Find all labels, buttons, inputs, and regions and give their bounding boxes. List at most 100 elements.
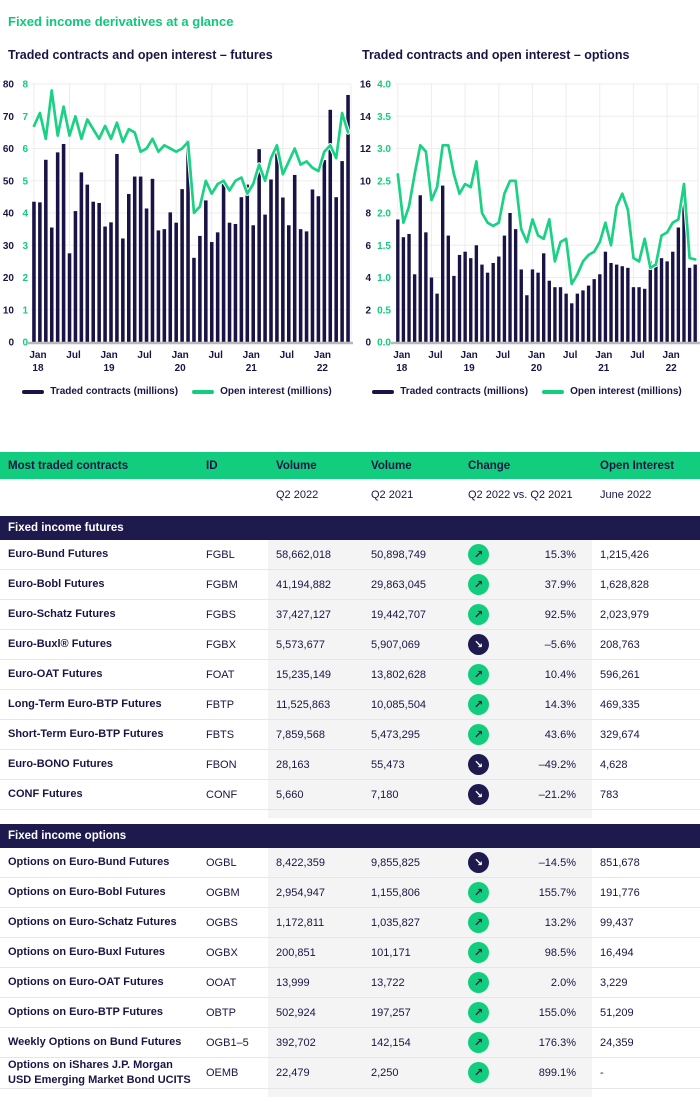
table-row: Options on Euro-Buxl Futures OGBX 200,851 1… xyxy=(0,938,700,968)
traded-contracts-bar xyxy=(162,229,167,342)
contract-id: FGBX xyxy=(206,638,236,651)
contract-id: OGBX xyxy=(206,946,238,959)
traded-contracts-bar xyxy=(227,222,232,342)
change-percent: 92.5% xyxy=(544,608,576,621)
x-tick-label: Jan xyxy=(100,350,117,361)
traded-contracts-bar xyxy=(581,290,585,342)
volume-q2-2021: 142,154 xyxy=(371,1036,411,1049)
change-percent: –14.5% xyxy=(538,856,576,869)
charts-row: Traded contracts and open interest – fut… xyxy=(0,48,700,397)
table-row: Options on Euro-Bobl Futures OGBM 2,954,94… xyxy=(0,878,700,908)
volume-q2-2021: 9,855,825 xyxy=(371,856,420,869)
left-axis-label: 16 xyxy=(360,80,372,91)
volume-q2-2021: 7,180 xyxy=(371,788,399,801)
change-percent: 98.5% xyxy=(544,946,576,959)
column-shade xyxy=(268,540,592,818)
contract-id: OEMB xyxy=(206,1066,239,1079)
arrow-up-icon: ↗ xyxy=(468,574,489,595)
right-axis-label: 0 xyxy=(22,338,28,349)
table-row: Options on Euro-OAT Futures OOAT 13,999 13,… xyxy=(0,968,700,998)
table-row: Euro-Bobl Futures FGBM 41,194,882 29,863,04… xyxy=(0,570,700,600)
traded-contracts-bar xyxy=(121,238,125,342)
open-interest-value: 208,763 xyxy=(600,638,640,651)
traded-contracts-bar xyxy=(665,261,669,342)
futures-chart-title: Traded contracts and open interest – fut… xyxy=(8,48,273,62)
volume-q2-2022: 1,172,811 xyxy=(276,916,325,929)
traded-contracts-bar xyxy=(693,264,697,342)
traded-contracts-bar xyxy=(547,280,551,342)
arrow-up-icon: ↗ xyxy=(468,912,489,933)
traded-contracts-bar xyxy=(209,242,214,342)
traded-contracts-bar xyxy=(328,109,333,342)
contract-id: FBTP xyxy=(206,698,235,711)
traded-contracts-bar xyxy=(396,219,400,342)
open-interest-value: 24,359 xyxy=(600,1036,634,1049)
change-cell: ↗ 899.1% xyxy=(460,1062,592,1084)
x-tick-label: Jan xyxy=(172,350,189,361)
table-row: Long-Term Euro-BTP Futures FBTP 11,525,863… xyxy=(0,690,700,720)
arrow-up-icon: ↗ xyxy=(468,724,489,745)
contract-id: OGBL xyxy=(206,856,237,869)
contract-name: Options on Euro-Buxl Futures xyxy=(8,946,166,959)
x-tick-label: Jul xyxy=(280,350,295,361)
x-tick-label: Jan xyxy=(314,350,331,361)
traded-contracts-bar xyxy=(457,254,462,342)
right-axis-label: 5 xyxy=(22,176,28,187)
legend-label: Open interest (millions) xyxy=(220,386,332,397)
change-percent: –49.2% xyxy=(538,758,576,771)
section-rows: Euro-Bund Futures FGBL 58,662,018 50,898,74… xyxy=(0,540,700,818)
right-axis-label: 0.0 xyxy=(377,338,391,349)
right-axis-label: 4.0 xyxy=(377,80,391,91)
contract-name: Euro-Buxl® Futures xyxy=(8,638,113,651)
traded-contracts-bar xyxy=(575,293,580,342)
contract-name: Weekly Options on Bund Futures xyxy=(8,1036,182,1049)
traded-contracts-bar xyxy=(620,266,624,342)
volume-q2-2021: 2,250 xyxy=(371,1066,399,1079)
traded-contracts-bar xyxy=(340,161,344,342)
traded-contracts-bar xyxy=(292,174,297,342)
subheader-q2-2022: Q2 2022 xyxy=(276,488,319,501)
header-volume-q2-2022: Volume xyxy=(276,459,317,472)
right-axis-label: 3.5 xyxy=(377,112,391,123)
left-axis-label: 40 xyxy=(3,209,15,220)
legend-label: Traded contracts (millions) xyxy=(50,386,179,397)
volume-q2-2022: 8,422,359 xyxy=(276,856,325,869)
traded-contracts-bar xyxy=(525,295,529,342)
contract-name: Options on Euro-Bobl Futures xyxy=(8,886,166,899)
table-sections: Fixed income futures Euro-Bund Futures FGB… xyxy=(0,516,700,1097)
traded-contracts-bar xyxy=(513,229,518,342)
volume-q2-2021: 101,171 xyxy=(371,946,411,959)
arrow-up-icon: ↗ xyxy=(468,604,489,625)
section-band-fixed-income-futures: Fixed income futures xyxy=(0,516,700,540)
open-interest-swatch xyxy=(192,389,215,394)
contract-name: Options on Euro-Bund Futures xyxy=(8,856,170,869)
table-row: Weekly Options on Bund Futures OGB1–5 392,… xyxy=(0,1028,700,1058)
header-most-traded-contracts: Most traded contracts xyxy=(8,459,129,472)
volume-q2-2022: 2,954,947 xyxy=(276,886,325,899)
options-chart-block: Traded contracts and open interest – opt… xyxy=(354,48,700,397)
change-percent: 10.4% xyxy=(544,668,576,681)
change-cell: ↘ –14.5% xyxy=(460,852,592,873)
traded-contracts-bar xyxy=(322,160,327,342)
change-cell: ↗ 92.5% xyxy=(460,604,592,625)
x-tick-label: Jul xyxy=(66,350,81,361)
x-tick-label: Jan xyxy=(29,350,46,361)
volume-q2-2022: 15,235,149 xyxy=(276,668,332,681)
traded-contracts-bar xyxy=(654,264,658,342)
traded-contracts-bar xyxy=(530,269,535,342)
open-interest-value: 851,678 xyxy=(600,856,640,869)
volume-q2-2021: 5,473,295 xyxy=(371,728,420,741)
traded-contracts-bar xyxy=(304,231,309,342)
traded-contracts-bar xyxy=(429,277,434,342)
open-interest-line xyxy=(32,89,350,215)
left-axis-label: 0 xyxy=(365,338,371,349)
section-bottom-spacer xyxy=(0,810,700,818)
volume-q2-2021: 13,802,628 xyxy=(371,668,427,681)
contract-name: CONF Futures xyxy=(8,788,83,801)
arrow-up-icon: ↗ xyxy=(468,882,489,903)
contract-name: Euro-OAT Futures xyxy=(8,668,103,681)
arrow-up-icon: ↗ xyxy=(468,972,489,993)
subheader-change-period: Q2 2022 vs. Q2 2021 xyxy=(468,488,573,501)
traded-contracts-bar xyxy=(497,256,501,342)
change-cell: ↘ –21.2% xyxy=(460,784,592,805)
